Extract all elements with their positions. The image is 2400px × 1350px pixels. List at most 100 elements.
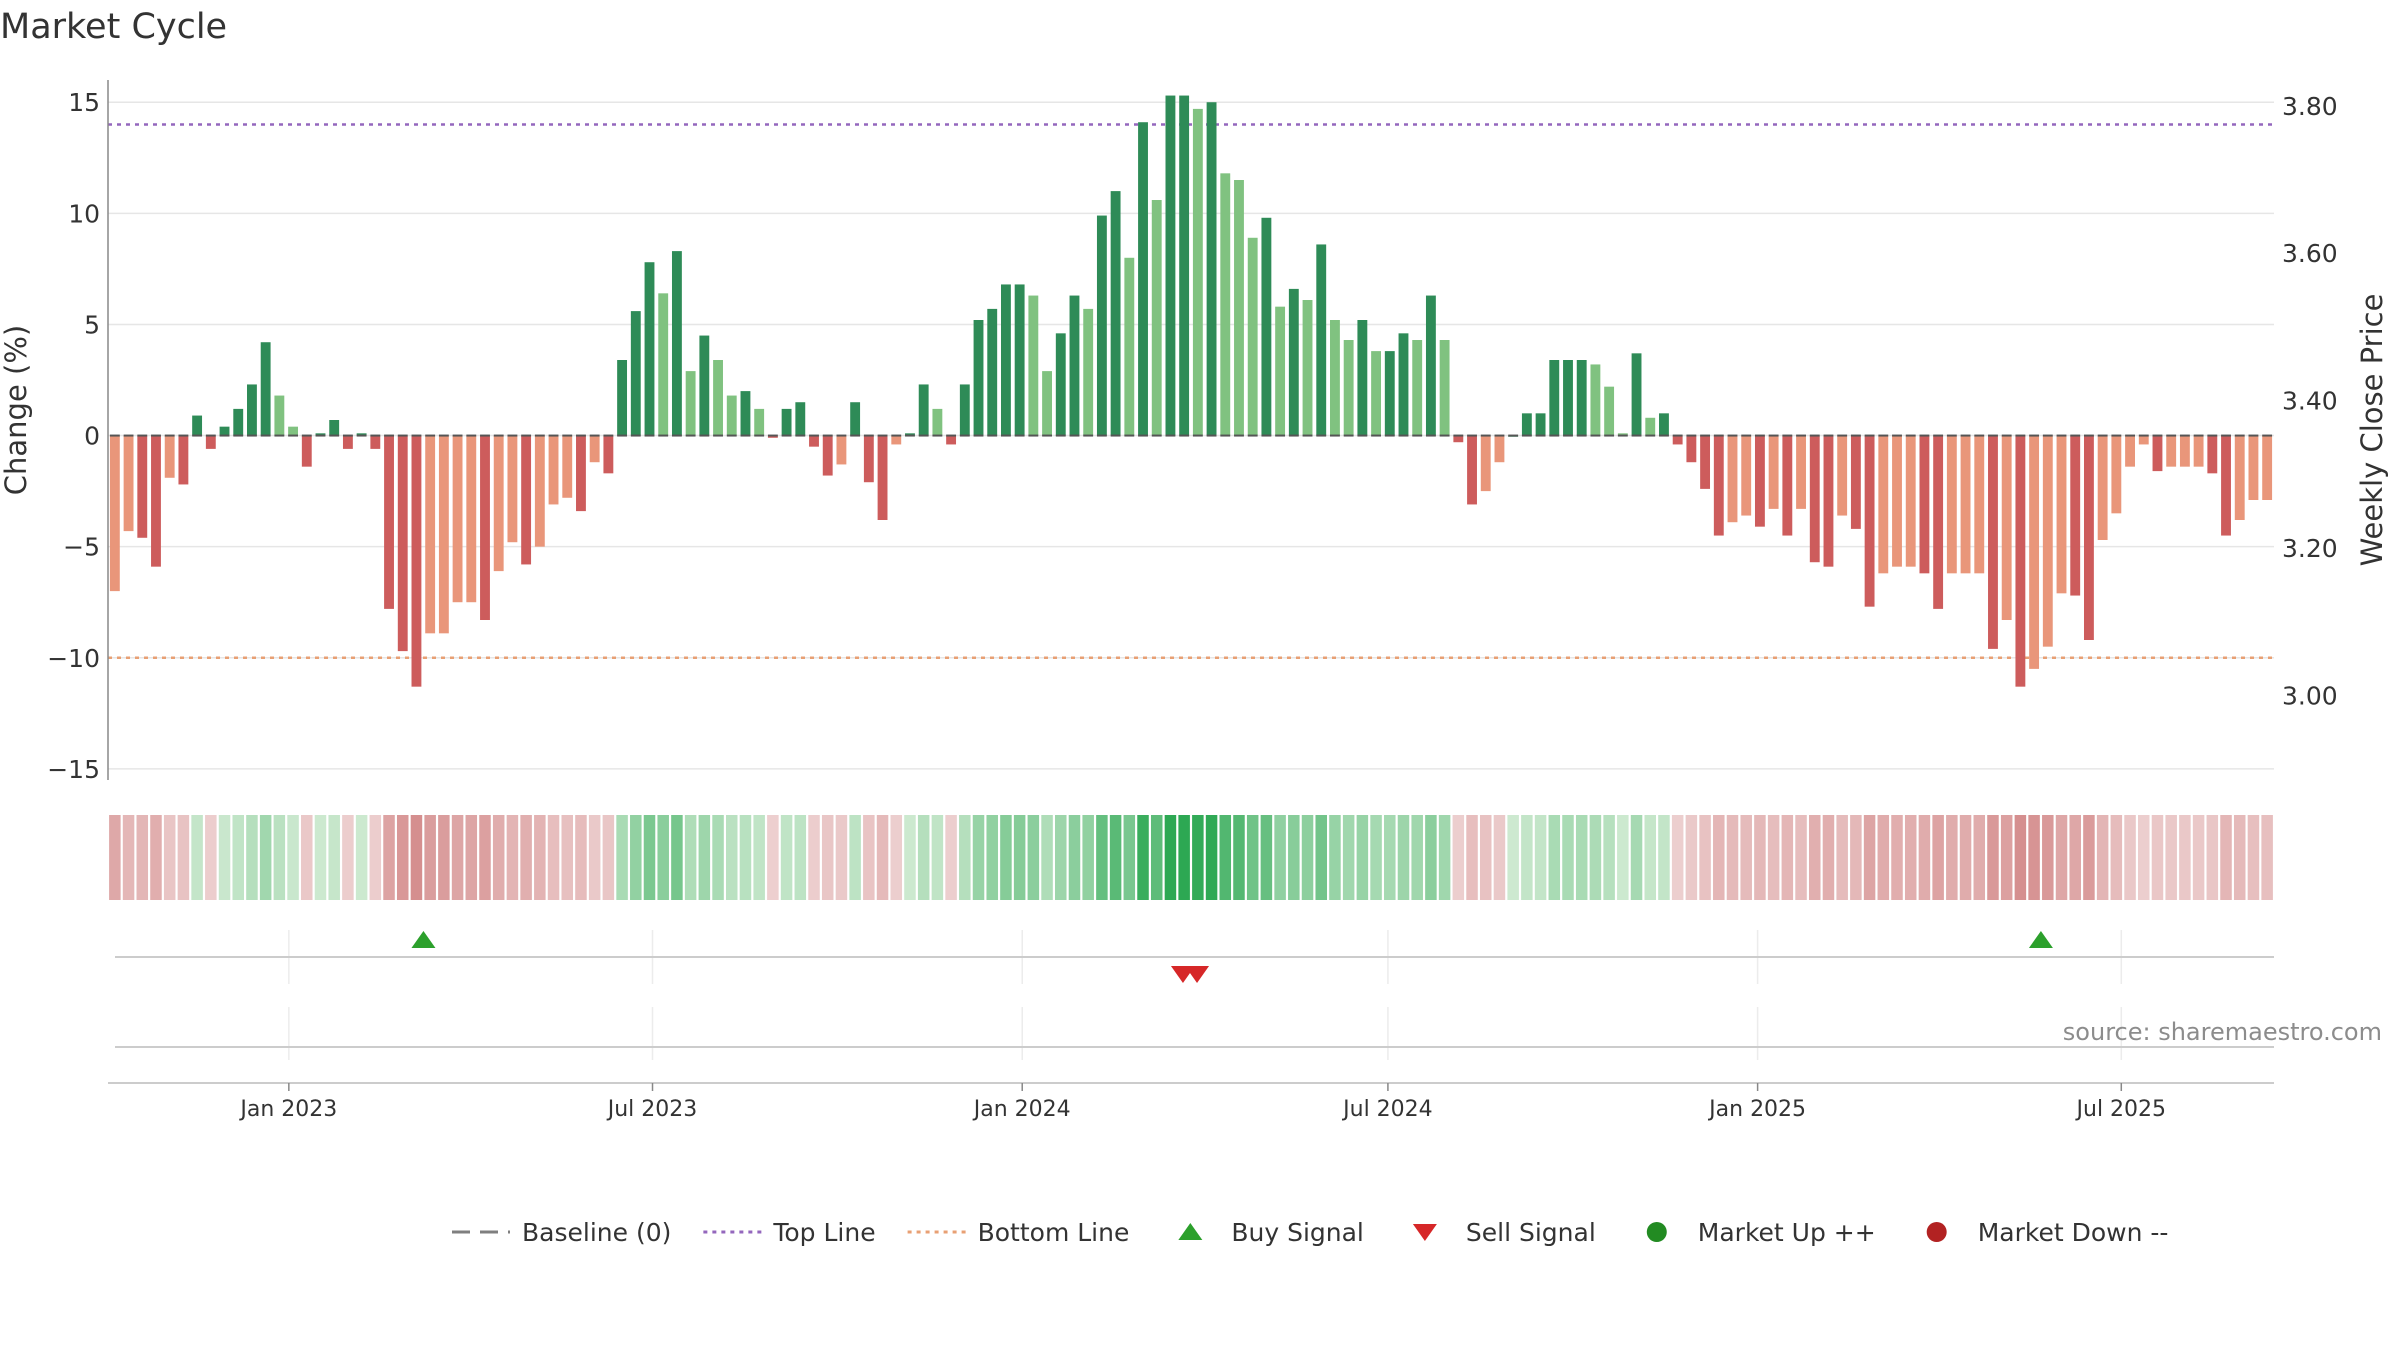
change-bar [1398, 333, 1409, 436]
x-tick-label: Jan 2024 [972, 1097, 1071, 1122]
change-bar [425, 435, 436, 634]
change-bar [151, 435, 161, 567]
change-bar [1549, 360, 1560, 436]
heat-cell [1575, 815, 1588, 900]
heat-cell [369, 815, 382, 900]
change-bar [822, 435, 833, 476]
change-bar [1672, 435, 1683, 445]
change-bar [630, 311, 641, 436]
change-bar [2262, 435, 2273, 500]
change-bar [219, 426, 230, 436]
heat-cell [1726, 815, 1739, 900]
heat-cell [602, 815, 615, 900]
change-bar [1741, 435, 1752, 516]
heat-cell [547, 815, 560, 900]
heat-cell [191, 815, 203, 900]
heat-cell [588, 815, 601, 900]
heat-cell [2220, 815, 2232, 900]
heat-cell [506, 815, 519, 900]
change-bar [370, 435, 381, 449]
heat-cell [2192, 815, 2205, 900]
heat-cell [1617, 815, 1629, 900]
heat-cell [328, 815, 340, 900]
heat-cell [1356, 815, 1369, 900]
heat-cell [835, 815, 848, 900]
heat-cell [1246, 815, 1259, 900]
change-bar [754, 408, 765, 436]
heat-cell [492, 815, 505, 900]
heat-cell [1205, 815, 1218, 900]
heat-cell [1027, 815, 1040, 900]
heat-cell [1685, 815, 1698, 900]
x-tick-label: Jul 2024 [1341, 1097, 1433, 1122]
change-bar [987, 308, 998, 436]
change-bar [2138, 435, 2149, 445]
change-bar [260, 342, 271, 436]
heat-cell [1699, 815, 1711, 900]
change-bar [1617, 433, 1628, 436]
change-bar [1946, 435, 1957, 574]
change-bar [959, 384, 970, 436]
change-bar [713, 360, 723, 436]
heat-cell [1932, 815, 1944, 900]
legend-label: Market Up ++ [1698, 1218, 1876, 1247]
x-tick-label: Jan 2025 [1707, 1097, 1806, 1122]
heat-cell [1000, 815, 1012, 900]
heat-cell [904, 815, 916, 900]
change-bar [1165, 95, 1176, 436]
change-bar [2179, 435, 2190, 467]
change-bar [1343, 340, 1354, 436]
heat-cell [1767, 815, 1780, 900]
heat-cell [136, 815, 149, 900]
change-bar [192, 415, 203, 436]
heat-cell [1479, 815, 1492, 900]
heat-cell [2247, 815, 2260, 900]
change-bar [905, 433, 915, 436]
legend-dot-icon [1926, 1222, 1947, 1242]
change-bar [507, 435, 518, 543]
change-bar [1014, 284, 1025, 436]
heat-cell [520, 815, 532, 900]
change-bar [178, 435, 189, 485]
heat-cell [808, 815, 820, 900]
legend-label: Bottom Line [978, 1218, 1130, 1247]
heat-cell [1959, 815, 1972, 900]
heat-cell [671, 815, 683, 900]
cycle-heat-strip [109, 815, 2273, 900]
heat-cell [1150, 815, 1163, 900]
heat-cell [1589, 815, 1602, 900]
change-bar [1234, 180, 1244, 436]
x-tick-label: Jan 2023 [238, 1097, 337, 1122]
change-bar [1494, 435, 1505, 463]
heat-cell [314, 815, 327, 900]
legend-label: Baseline (0) [522, 1218, 671, 1247]
change-bar [1055, 333, 1066, 436]
change-bar [164, 435, 175, 478]
heat-cell [534, 815, 546, 900]
change-bar [397, 435, 408, 652]
change-bar [767, 435, 778, 438]
change-bar [1138, 122, 1148, 436]
legend-dot-icon [1646, 1222, 1667, 1242]
change-bar [1453, 435, 1464, 443]
heat-cell [218, 815, 231, 900]
y2-tick-label: 3.40 [2282, 387, 2338, 416]
change-bar [2056, 435, 2067, 594]
heat-cell [2151, 815, 2164, 900]
change-bar [274, 395, 285, 436]
change-bar [1892, 435, 1902, 567]
heat-cell [1904, 815, 1917, 900]
change-bar [356, 433, 367, 436]
change-bar [1768, 435, 1779, 509]
change-bar [1206, 102, 1217, 436]
change-bar [1809, 435, 1820, 563]
change-bar [671, 251, 682, 436]
change-bar [1796, 435, 1806, 509]
legend-item: Baseline (0) [452, 1218, 671, 1247]
heat-cell [890, 815, 903, 900]
change-bar [123, 435, 134, 532]
heat-cell [2000, 815, 2013, 900]
change-bar [411, 435, 422, 687]
change-bar [603, 435, 614, 474]
heat-cell [931, 815, 944, 900]
